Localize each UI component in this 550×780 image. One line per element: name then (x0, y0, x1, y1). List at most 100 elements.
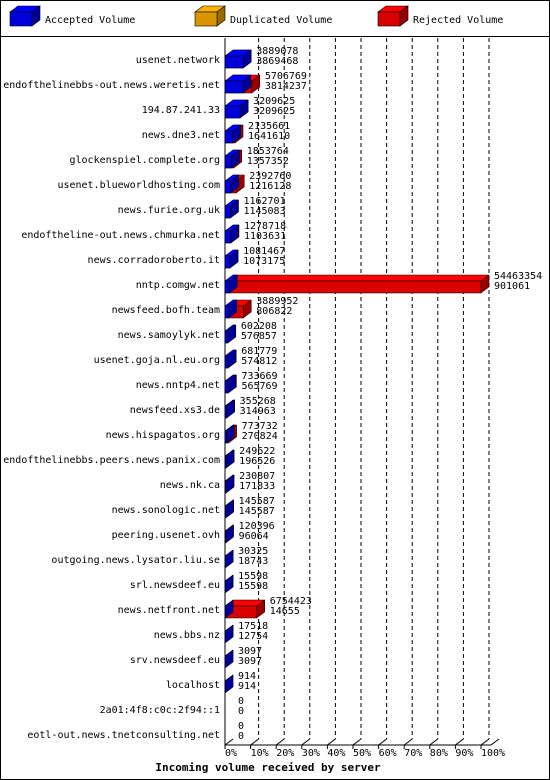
x-tick-depth (352, 738, 362, 746)
accepted-bar (224, 399, 236, 419)
accepted-bar-front (224, 380, 228, 394)
accepted-bar-front (224, 155, 232, 169)
legend-swatch (377, 11, 401, 27)
accepted-bar (224, 199, 240, 219)
y-tick-label: news.furie.org.uk (118, 205, 220, 216)
accepted-bar (224, 249, 239, 269)
y-tick-label: 2a01:4f8:c0c:2f94::1 (100, 705, 220, 716)
accepted-bar (224, 174, 240, 194)
x-tick-label: 30% (302, 748, 320, 759)
rejected-bar-front (224, 280, 482, 294)
value-label: 3097 (238, 656, 262, 667)
x-tick-label: 40% (327, 748, 345, 759)
x-tick-label: 50% (353, 748, 371, 759)
accepted-bar-front (224, 330, 228, 344)
value-label: 54463354 (494, 271, 542, 282)
y-tick-label: news.sonologic.net (112, 505, 220, 516)
value-label: 0 (238, 696, 244, 707)
accepted-bar-front (224, 305, 230, 319)
y-tick-label: newsfeed.bofh.team (112, 305, 220, 316)
value-label: 3814237 (265, 81, 307, 92)
value-label: 1357352 (247, 156, 289, 167)
value-label: 5706769 (265, 71, 307, 82)
value-label: 230807 (239, 471, 275, 482)
y-tick-label: news.hispagatos.org (106, 430, 220, 441)
accepted-bar (224, 124, 242, 144)
y-tick-label: usenet.blueworldhosting.com (57, 180, 220, 191)
value-label: 1081467 (243, 246, 285, 257)
value-label: 914 (238, 671, 256, 682)
accepted-bar-front (224, 430, 227, 444)
x-axis-title: Incoming volume received by server (155, 761, 381, 774)
value-label: 30325 (238, 546, 268, 557)
value-label: 2392760 (249, 171, 291, 182)
accepted-bar-front (224, 505, 226, 519)
x-tick-label: 70% (404, 748, 422, 759)
value-label: 1853764 (247, 146, 289, 157)
rejected-bar-top (224, 274, 490, 282)
accepted-bar (224, 474, 235, 494)
x-tick-depth (403, 738, 413, 746)
x-tick-depth (455, 738, 464, 746)
accepted-bar-front (224, 180, 231, 194)
x-axis-depth (490, 738, 500, 746)
value-label: 3889952 (256, 296, 298, 307)
accepted-bar-front (224, 405, 227, 419)
value-label: 565769 (241, 381, 277, 392)
value-label: 17518 (238, 621, 268, 632)
accepted-bar (224, 499, 235, 519)
accepted-bar-front (224, 105, 241, 119)
legend-label: Duplicated Volume (230, 15, 332, 26)
y-tick-label: news.bbs.nz (154, 630, 220, 641)
legend-label: Rejected Volume (413, 15, 503, 26)
value-label: 1145083 (243, 206, 285, 217)
x-tick-label: 90% (455, 748, 473, 759)
accepted-bar (224, 149, 241, 169)
y-tick-label: news.nntp4.net (136, 380, 220, 391)
y-tick-label: srl.newsdeef.eu (130, 580, 220, 591)
x-tick-depth (224, 738, 234, 746)
accepted-bar (224, 649, 234, 669)
accepted-bar-front (224, 355, 228, 369)
accepted-bar-front (224, 130, 233, 144)
accepted-bar-front (224, 80, 244, 94)
value-label: 773732 (242, 421, 278, 432)
x-tick-depth (327, 738, 336, 746)
accepted-bar (224, 524, 235, 544)
accepted-bar (224, 624, 234, 644)
x-tick-depth (301, 738, 311, 746)
value-label: 574812 (241, 356, 277, 367)
value-label: 15598 (238, 571, 268, 582)
y-tick-label: news.nk.ca (160, 480, 220, 491)
value-label: 270824 (242, 431, 278, 442)
y-tick-label: eotl-out.news.tnetconsulting.net (27, 730, 220, 741)
x-tick-label: 10% (251, 748, 269, 759)
x-tick-depth (275, 738, 285, 746)
y-tick-label: 194.87.241.33 (142, 105, 220, 116)
accepted-bar (224, 324, 237, 344)
value-label: 1216128 (249, 181, 291, 192)
value-label: 901061 (494, 281, 530, 292)
value-label: 2135661 (248, 121, 290, 132)
y-tick-label: glockenspiel.complete.org (69, 155, 220, 166)
accepted-bar (224, 274, 238, 294)
value-label: 1103631 (244, 231, 286, 242)
value-label: 914 (238, 681, 256, 692)
value-label: 0 (238, 731, 244, 742)
accepted-bar (224, 599, 234, 619)
value-label: 1278718 (244, 221, 286, 232)
value-label: 733669 (241, 371, 277, 382)
legend-swatch (9, 11, 33, 27)
value-label: 576857 (241, 331, 277, 342)
y-tick-label: usenet.network (136, 55, 220, 66)
accepted-bar (224, 449, 235, 469)
value-label: 0 (238, 706, 244, 717)
x-tick-depth (429, 738, 439, 746)
accepted-bar (224, 674, 234, 694)
value-label: 145587 (239, 496, 275, 507)
y-tick-label: usenet.goja.nl.eu.org (94, 355, 220, 366)
value-label: 0 (238, 721, 244, 732)
y-tick-label: outgoing.news.lysator.liu.se (51, 555, 220, 566)
value-label: 145587 (239, 506, 275, 517)
